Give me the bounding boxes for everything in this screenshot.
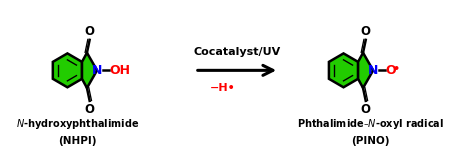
Polygon shape [82,53,97,88]
Text: O: O [85,25,95,38]
Text: Phthalimide–$\mathit{N}$-oxyl radical: Phthalimide–$\mathit{N}$-oxyl radical [297,117,444,131]
Text: OH: OH [109,64,130,77]
Text: O: O [361,103,371,116]
Text: −H•: −H• [210,83,236,93]
Text: •: • [392,64,400,74]
Text: (PINO): (PINO) [351,136,390,146]
Polygon shape [329,53,358,87]
Text: Cocatalyst/UV: Cocatalyst/UV [193,47,281,57]
Text: O: O [361,25,371,38]
Text: (NHPI): (NHPI) [59,136,97,146]
Text: O: O [85,103,95,116]
Polygon shape [53,53,82,87]
Polygon shape [358,53,373,88]
Text: $\mathit{N}$-hydroxyphthalimide: $\mathit{N}$-hydroxyphthalimide [16,117,139,131]
Text: O: O [386,64,396,77]
Text: N: N [92,64,102,77]
Text: N: N [368,64,378,77]
